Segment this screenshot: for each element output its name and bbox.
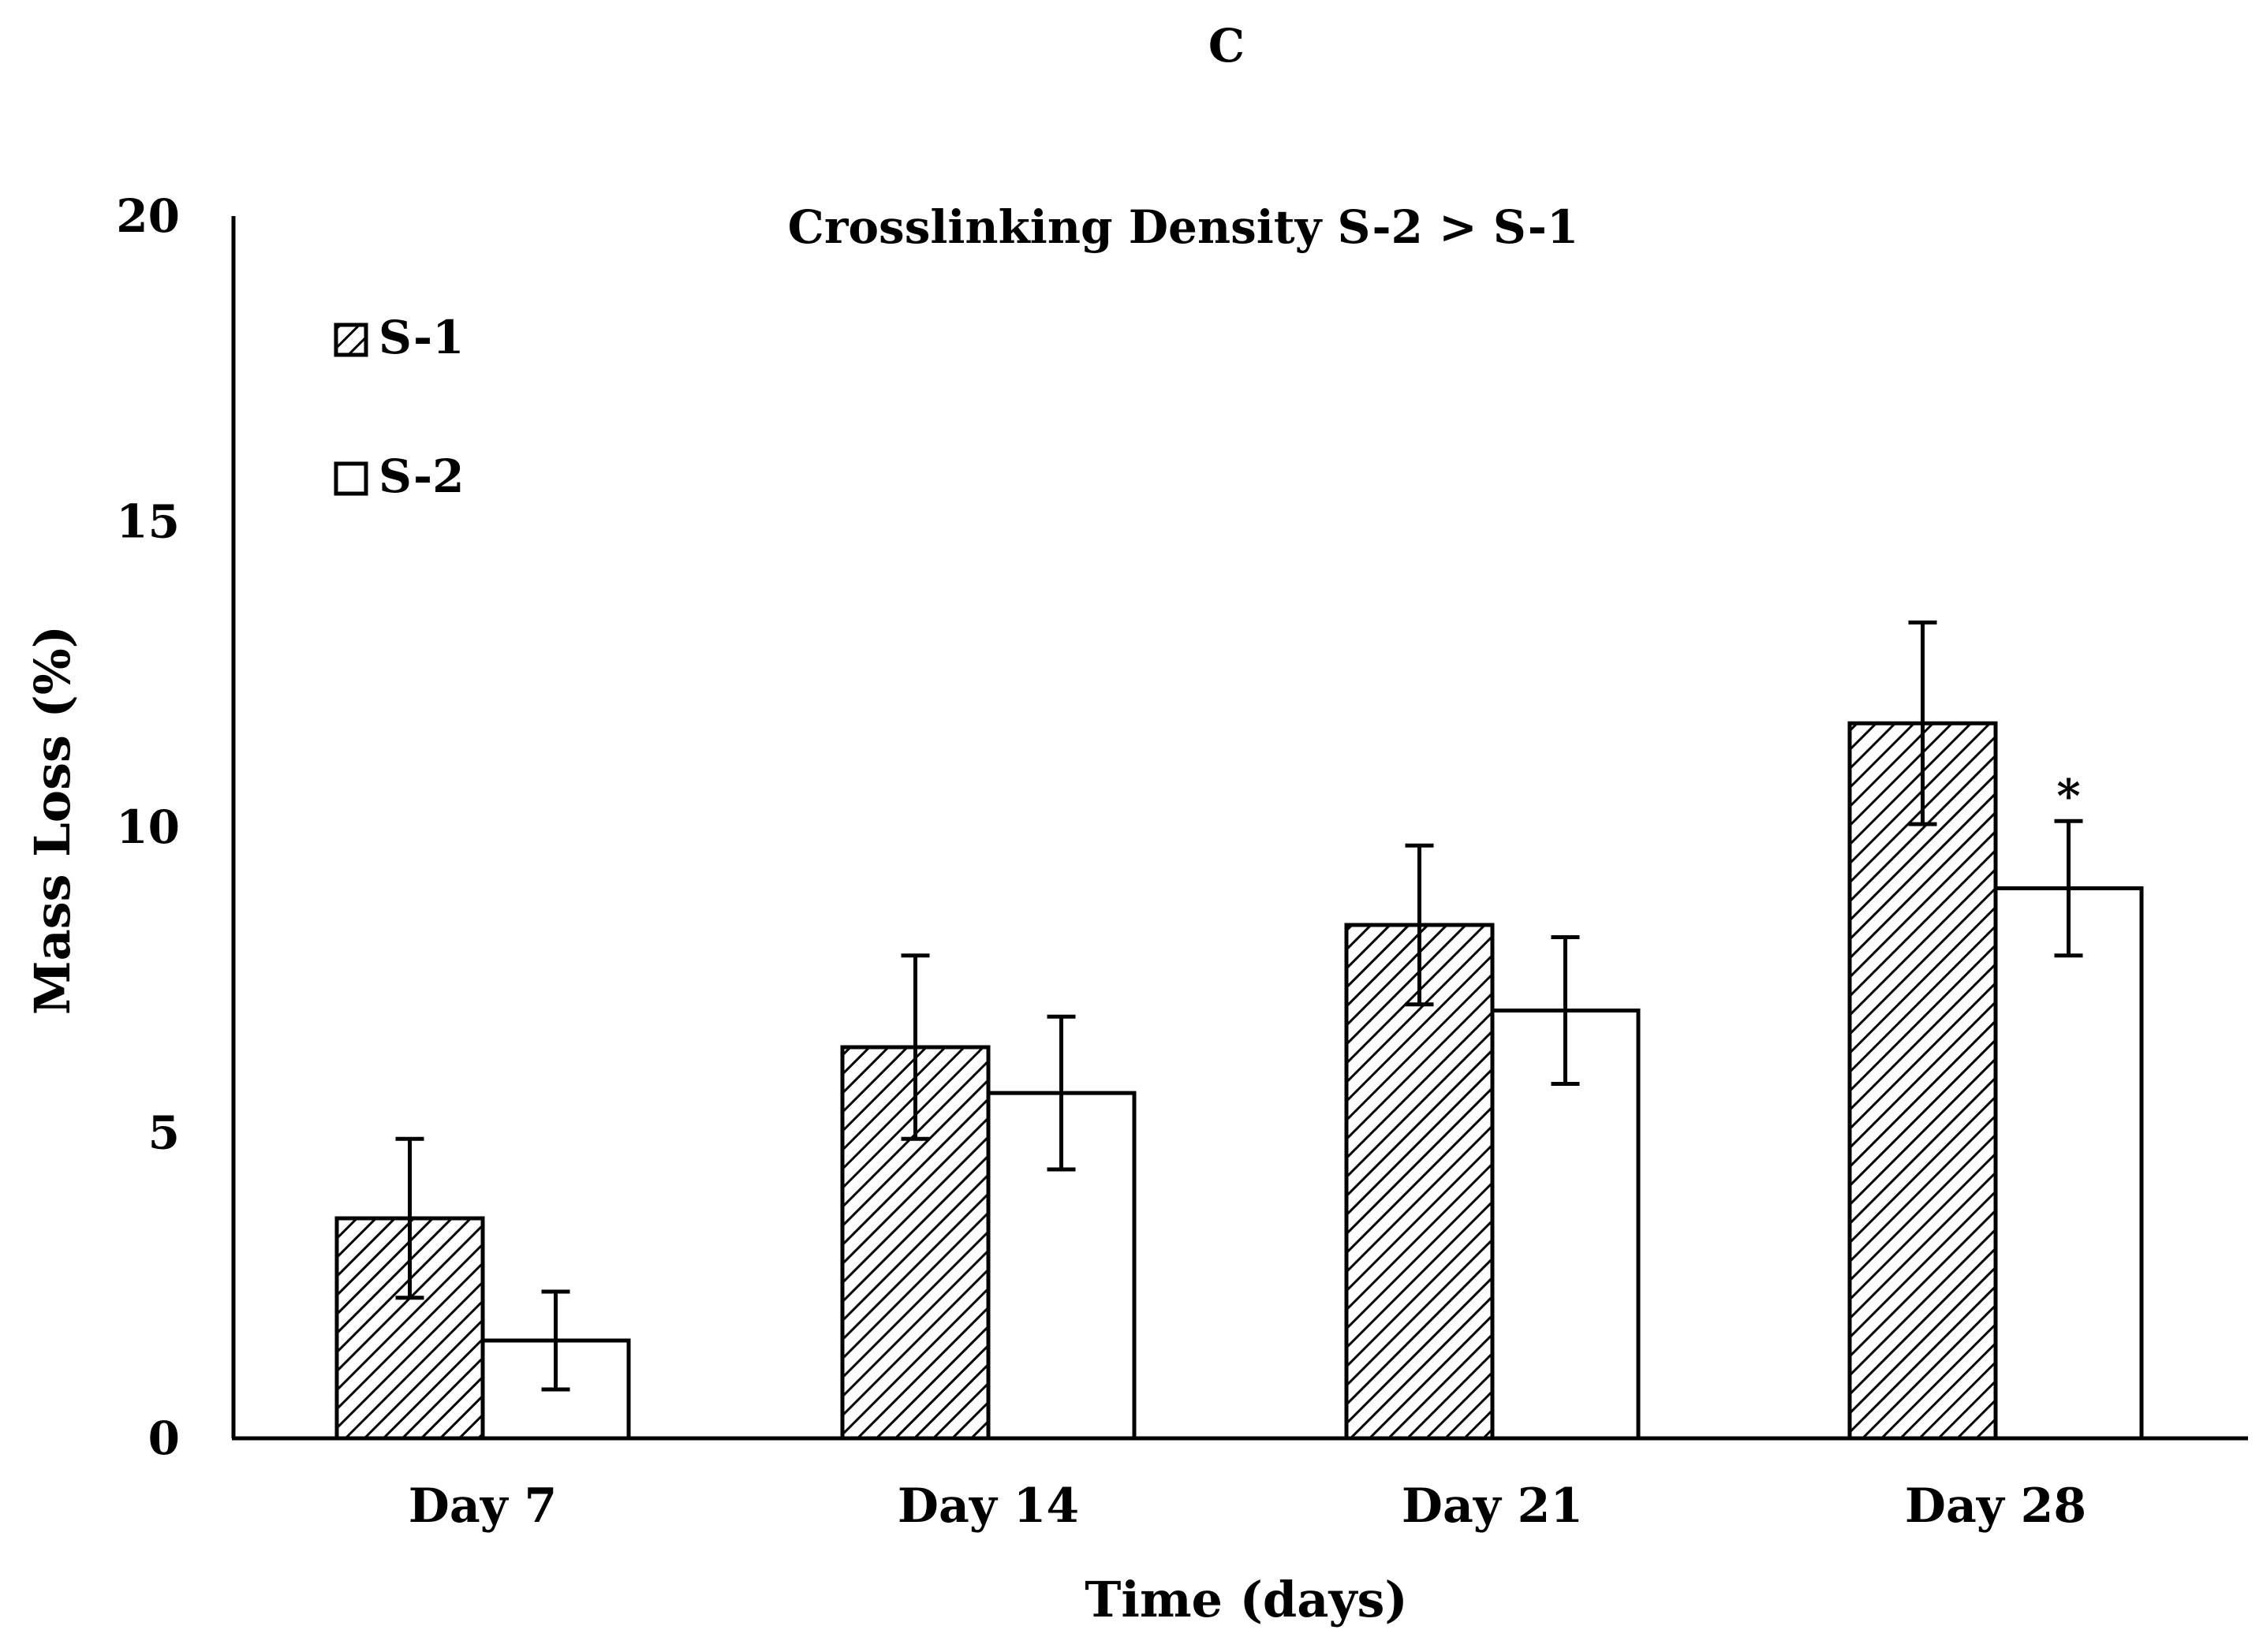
error-bar-s-2-day-14	[1047, 1014, 1076, 1172]
legend-swatch-s1	[334, 323, 368, 357]
error-bars-group: *	[395, 620, 2083, 1392]
y-tick-label: 5	[148, 1106, 180, 1160]
y-tick-label: 15	[116, 495, 180, 549]
x-tick-label: Day 28	[1905, 1479, 2086, 1534]
legend-label-s1: S-1	[379, 311, 464, 364]
bar-s-2-day-14	[986, 1091, 1137, 1441]
x-tick-label: Day 7	[409, 1479, 557, 1534]
error-bar-s-1-day-28	[1908, 620, 1937, 826]
bars-group	[334, 721, 2144, 1441]
y-tick-label: 20	[116, 189, 180, 243]
panel-label: C	[1208, 19, 1245, 73]
error-bar-s-1-day-21	[1405, 843, 1434, 1007]
significance-marker: *	[2056, 769, 2080, 822]
bar-s-1-day-28	[1847, 721, 1998, 1441]
x-tick-label: Day 21	[1402, 1479, 1583, 1534]
bar-s-2-day-28	[1993, 886, 2144, 1441]
x-axis-label: Time (days)	[1085, 1571, 1407, 1628]
error-bar-s-2-day-7	[541, 1289, 570, 1392]
x-tick-label: Day 14	[898, 1479, 1079, 1534]
y-tick-labels: 0 5 10 15 20	[116, 189, 180, 1465]
error-bar-s-1-day-7	[395, 1136, 424, 1300]
error-bar-s-1-day-14	[901, 953, 930, 1141]
chart-title: Crosslinking Density S-2 > S-1	[788, 200, 1579, 254]
legend-label-s2: S-2	[379, 449, 464, 503]
x-tick-labels: Day 7 Day 14 Day 21 Day 28	[409, 1479, 2086, 1534]
error-bar-s-2-day-28	[2054, 819, 2083, 958]
y-tick-label: 0	[148, 1411, 180, 1465]
legend: S-1 S-2	[334, 311, 464, 503]
error-bar-s-2-day-21	[1551, 935, 1580, 1086]
legend-swatch-s2	[334, 461, 368, 496]
y-axis-label: Mass Loss (%)	[24, 625, 81, 1015]
y-tick-label: 10	[116, 800, 180, 854]
